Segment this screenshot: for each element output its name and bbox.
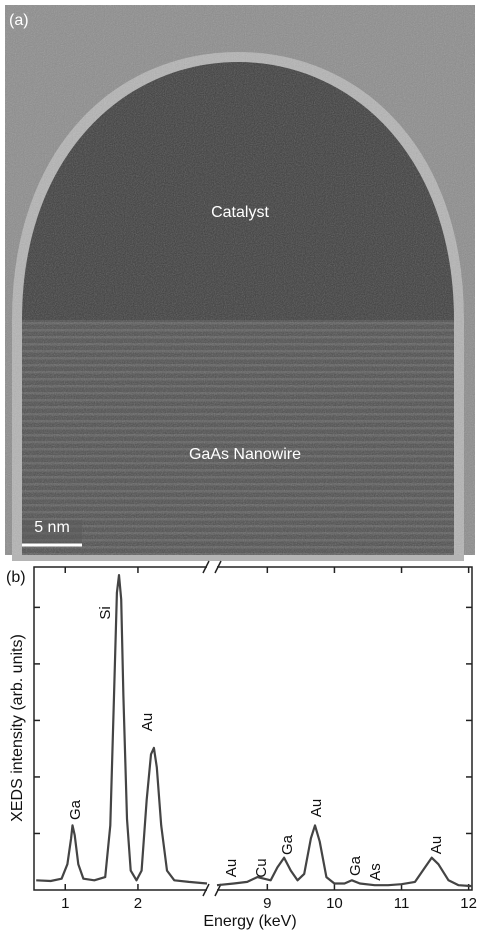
panel-label: (a) <box>9 12 29 29</box>
x-tick-label: 11 <box>394 895 410 912</box>
annotation: GaAs Nanowire <box>189 446 301 463</box>
x-axis-label: Energy (keV) <box>203 913 296 930</box>
peak-label: Cu <box>253 858 270 877</box>
peak-label: Ga <box>279 834 296 855</box>
annotation: Catalyst <box>211 204 269 221</box>
peak-label: Ga <box>67 799 84 820</box>
x-tick-label: 9 <box>263 895 271 912</box>
peak-label: As <box>367 863 384 881</box>
peak-label: Au <box>139 713 156 731</box>
x-tick-label: 10 <box>326 895 343 912</box>
spectrum-line <box>36 574 473 888</box>
axis-frame <box>33 566 473 891</box>
y-axis-label: XEDS intensity (arb. units) <box>9 634 26 822</box>
axis-break <box>202 560 222 574</box>
tem-image <box>5 5 475 561</box>
x-tick-label: 12 <box>460 895 477 912</box>
peak-label: Au <box>428 836 445 854</box>
panel-label: (b) <box>6 569 26 586</box>
scale-bar-label: 5 nm <box>34 519 70 536</box>
peak-label: Au <box>223 859 240 877</box>
peak-label: Au <box>308 799 325 817</box>
peak-label: Si <box>97 606 114 619</box>
x-tick-label: 2 <box>134 895 142 912</box>
peak-label: Ga <box>347 855 364 876</box>
x-tick-label: 1 <box>61 895 69 912</box>
